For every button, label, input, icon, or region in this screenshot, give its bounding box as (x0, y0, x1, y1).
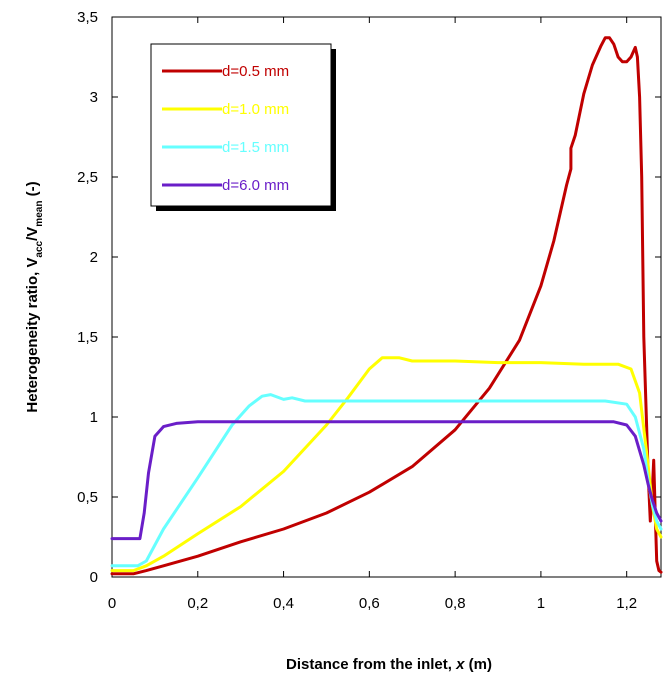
x-axis-title: Distance from the inlet, x (m) (286, 656, 492, 673)
x-axis-ticks: 0 0,2 0,4 0,6 0,8 1 1,2 (108, 17, 637, 612)
y-tick-label: 1 (90, 409, 98, 426)
legend-label: d=1.5 mm (222, 139, 289, 156)
x-tick-label: 0,2 (187, 595, 208, 612)
legend-label: d=6.0 mm (222, 177, 289, 194)
x-tick-label: 0,6 (359, 595, 380, 612)
legend: d=0.5 mm d=1.0 mm d=1.5 mm d=6.0 mm (150, 43, 336, 211)
x-tick-label: 0,8 (445, 595, 466, 612)
x-tick-label: 1,2 (616, 595, 637, 612)
y-tick-label: 0,5 (77, 489, 98, 506)
y-axis-ticks: 0 0,5 1 1,5 2 2,5 3 3,5 (77, 9, 661, 586)
x-tick-label: 1 (537, 595, 545, 612)
y-tick-label: 1,5 (77, 329, 98, 346)
legend-items: d=0.5 mm d=1.0 mm d=1.5 mm d=6.0 mm (162, 63, 289, 194)
y-tick-label: 3 (90, 89, 98, 106)
y-tick-label: 0 (90, 569, 98, 586)
y-tick-label: 2 (90, 249, 98, 266)
legend-label: d=0.5 mm (222, 63, 289, 80)
series-line (110, 393, 663, 568)
y-tick-label: 3,5 (77, 9, 98, 26)
legend-label: d=1.0 mm (222, 101, 289, 118)
x-tick-label: 0 (108, 595, 116, 612)
series-line (110, 356, 663, 573)
y-tick-label: 2,5 (77, 169, 98, 186)
y-axis-title: Heterogeneity ratio, Vacc/Vmean (-) (24, 181, 45, 412)
x-tick-label: 0,4 (273, 595, 294, 612)
series-lines (110, 36, 663, 576)
series-line (110, 420, 663, 541)
